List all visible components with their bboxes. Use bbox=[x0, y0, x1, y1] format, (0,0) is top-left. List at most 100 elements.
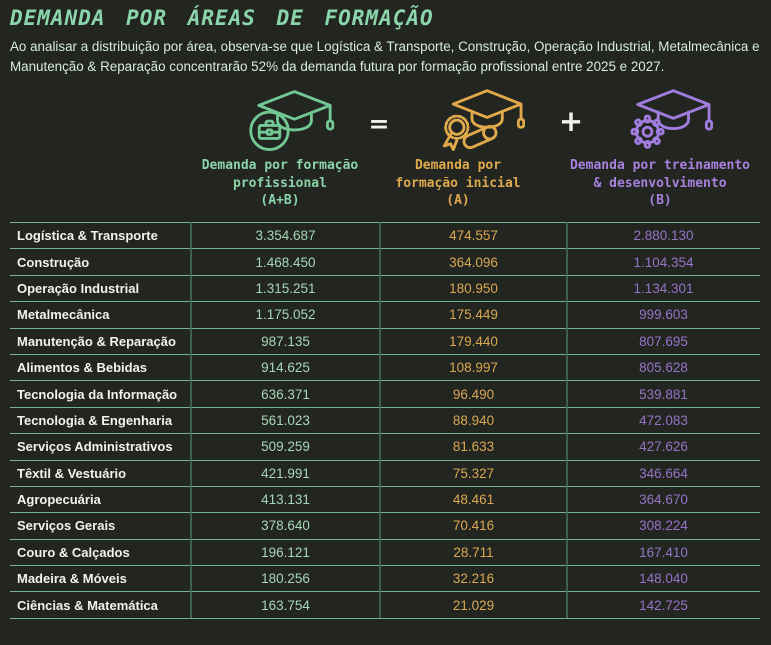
cell-initial: 179.440 bbox=[449, 333, 498, 349]
cell-total: 180.256 bbox=[261, 571, 310, 587]
label-line: (B) bbox=[648, 193, 672, 208]
table-row: Metalmecânica 1.175.052 175.449 999.603 bbox=[10, 301, 760, 327]
column-divider bbox=[190, 222, 192, 618]
graduation-cap-briefcase-icon bbox=[245, 88, 335, 154]
column-label-training: Demanda por treinamento & desenvolviment… bbox=[540, 157, 771, 210]
label-line: Demanda por formação bbox=[201, 158, 359, 173]
cell-total: 509.259 bbox=[261, 439, 310, 455]
table-row: Construção 1.468.450 364.096 1.104.354 bbox=[10, 248, 760, 274]
cell-area: Logística & Transporte bbox=[17, 228, 158, 244]
cell-area: Tecnologia da Informação bbox=[17, 386, 178, 402]
page-title: DEMANDA POR ÁREAS DE FORMAÇÃO bbox=[10, 6, 434, 30]
equals-sign: = bbox=[368, 109, 390, 138]
cell-area: Agropecuária bbox=[17, 492, 101, 508]
cell-total: 196.121 bbox=[261, 544, 310, 560]
cell-initial: 474.557 bbox=[449, 228, 498, 244]
cell-initial: 21.029 bbox=[452, 597, 495, 613]
table-row: Operação Industrial 1.315.251 180.950 1.134… bbox=[10, 274, 760, 301]
cell-training: 805.628 bbox=[639, 360, 688, 376]
cell-total: 561.023 bbox=[261, 412, 310, 428]
label-line: formação inicial bbox=[395, 175, 521, 191]
cell-total: 378.640 bbox=[261, 518, 310, 534]
cell-training: 142.725 bbox=[639, 597, 688, 613]
cell-total: 1.468.450 bbox=[255, 254, 316, 270]
table-row: Logística & Transporte 3.354.687 474.557 2.… bbox=[10, 222, 760, 248]
cell-area: Ciências & Matemática bbox=[17, 597, 158, 613]
cell-training: 1.134.301 bbox=[633, 280, 694, 296]
cell-total: 1.175.052 bbox=[255, 307, 316, 323]
label-line: Demanda por bbox=[414, 158, 502, 173]
column-divider bbox=[379, 222, 381, 618]
cell-training: 807.695 bbox=[639, 333, 688, 349]
cell-area: Couro & Calçados bbox=[17, 544, 130, 560]
cell-area: Manutenção & Reparação bbox=[17, 333, 176, 349]
cell-initial: 75.327 bbox=[452, 465, 495, 481]
cell-initial: 175.449 bbox=[449, 307, 498, 323]
cell-total: 3.354.687 bbox=[255, 228, 316, 244]
cell-total: 1.315.251 bbox=[255, 280, 316, 296]
cell-training: 472.083 bbox=[639, 412, 688, 428]
demand-table-rows: Logística & Transporte 3.354.687 474.557 2.… bbox=[10, 222, 760, 618]
description-line: Manutenção & Reparação concentrarão 52% … bbox=[10, 58, 665, 74]
cell-training: 427.626 bbox=[639, 439, 688, 455]
cell-training: 308.224 bbox=[639, 518, 688, 534]
cell-initial: 48.461 bbox=[452, 492, 495, 508]
label-line: profissional bbox=[233, 175, 327, 191]
cell-area: Metalmecânica bbox=[17, 307, 110, 323]
cell-area: Alimentos & Bebidas bbox=[17, 360, 148, 376]
cell-training: 346.664 bbox=[639, 465, 688, 481]
graduation-cap-diploma-icon bbox=[435, 88, 525, 154]
table-row: Madeira & Móveis 180.256 32.216 148.040 bbox=[10, 565, 760, 591]
cell-area: Serviços Administrativos bbox=[17, 439, 173, 455]
cell-initial: 88.940 bbox=[452, 412, 495, 428]
cell-total: 413.131 bbox=[261, 492, 310, 508]
cell-training: 999.603 bbox=[639, 307, 688, 323]
plus-sign: + bbox=[558, 104, 584, 138]
cell-total: 163.754 bbox=[261, 597, 310, 613]
cell-training: 539.881 bbox=[639, 386, 688, 402]
cell-training: 148.040 bbox=[639, 571, 688, 587]
table-row: Agropecuária 413.131 48.461 364.670 bbox=[10, 485, 760, 512]
graduation-cap-gear-icon bbox=[623, 88, 713, 154]
cell-training: 2.880.130 bbox=[633, 228, 694, 244]
cell-initial: 180.950 bbox=[449, 280, 498, 296]
cell-initial: 364.096 bbox=[449, 254, 498, 270]
cell-area: Tecnologia & Engenharia bbox=[17, 412, 173, 428]
cell-initial: 108.997 bbox=[449, 360, 498, 376]
column-label-professional: Demanda por formação profissional (A+B) bbox=[160, 157, 400, 210]
cell-training: 1.104.354 bbox=[633, 254, 694, 270]
cell-area: Construção bbox=[17, 254, 90, 270]
label-line: (A+B) bbox=[260, 193, 300, 208]
table-row: Tecnologia da Informação 636.371 96.490 539… bbox=[10, 380, 760, 406]
label-line: (A) bbox=[446, 193, 470, 208]
table-row: Têxtil & Vestuário 421.991 75.327 346.664 bbox=[10, 459, 760, 486]
table-row: Manutenção & Reparação 987.135 179.440 807.… bbox=[10, 327, 760, 354]
cell-total: 421.991 bbox=[261, 465, 310, 481]
table-row: Alimentos & Bebidas 914.625 108.997 805.628 bbox=[10, 353, 760, 380]
cell-area: Operação Industrial bbox=[17, 280, 140, 296]
cell-training: 364.670 bbox=[639, 492, 688, 508]
cell-total: 636.371 bbox=[261, 386, 310, 402]
label-line: & desenvolvimento bbox=[593, 175, 727, 191]
table-row: Tecnologia & Engenharia 561.023 88.940 472.… bbox=[10, 406, 760, 433]
page-description: Ao analisar a distribuição por área, obs… bbox=[10, 37, 760, 76]
cell-initial: 28.711 bbox=[453, 544, 494, 560]
table-row: Serviços Administrativos 509.259 81.633 427… bbox=[10, 433, 760, 459]
cell-initial: 70.416 bbox=[452, 518, 495, 534]
cell-area: Serviços Gerais bbox=[17, 518, 116, 534]
cell-initial: 81.633 bbox=[452, 439, 495, 455]
cell-initial: 32.216 bbox=[452, 571, 495, 587]
label-line: Demanda por treinamento bbox=[569, 158, 750, 173]
column-label-initial: Demanda por formação inicial (A) bbox=[348, 157, 568, 210]
cell-area: Madeira & Móveis bbox=[17, 571, 127, 587]
cell-total: 914.625 bbox=[261, 360, 310, 376]
column-divider bbox=[566, 222, 568, 618]
cell-initial: 96.490 bbox=[452, 386, 495, 402]
table-row: Couro & Calçados 196.121 28.711 167.410 bbox=[10, 538, 760, 565]
cell-training: 167.410 bbox=[639, 544, 688, 560]
table-row: Ciências & Matemática 163.754 21.029 142.72… bbox=[10, 591, 760, 617]
cell-area: Têxtil & Vestuário bbox=[17, 465, 127, 481]
demand-table: Logística & Transporte 3.354.687 474.557 2.… bbox=[10, 222, 760, 619]
description-line: Ao analisar a distribuição por área, obs… bbox=[10, 39, 760, 54]
